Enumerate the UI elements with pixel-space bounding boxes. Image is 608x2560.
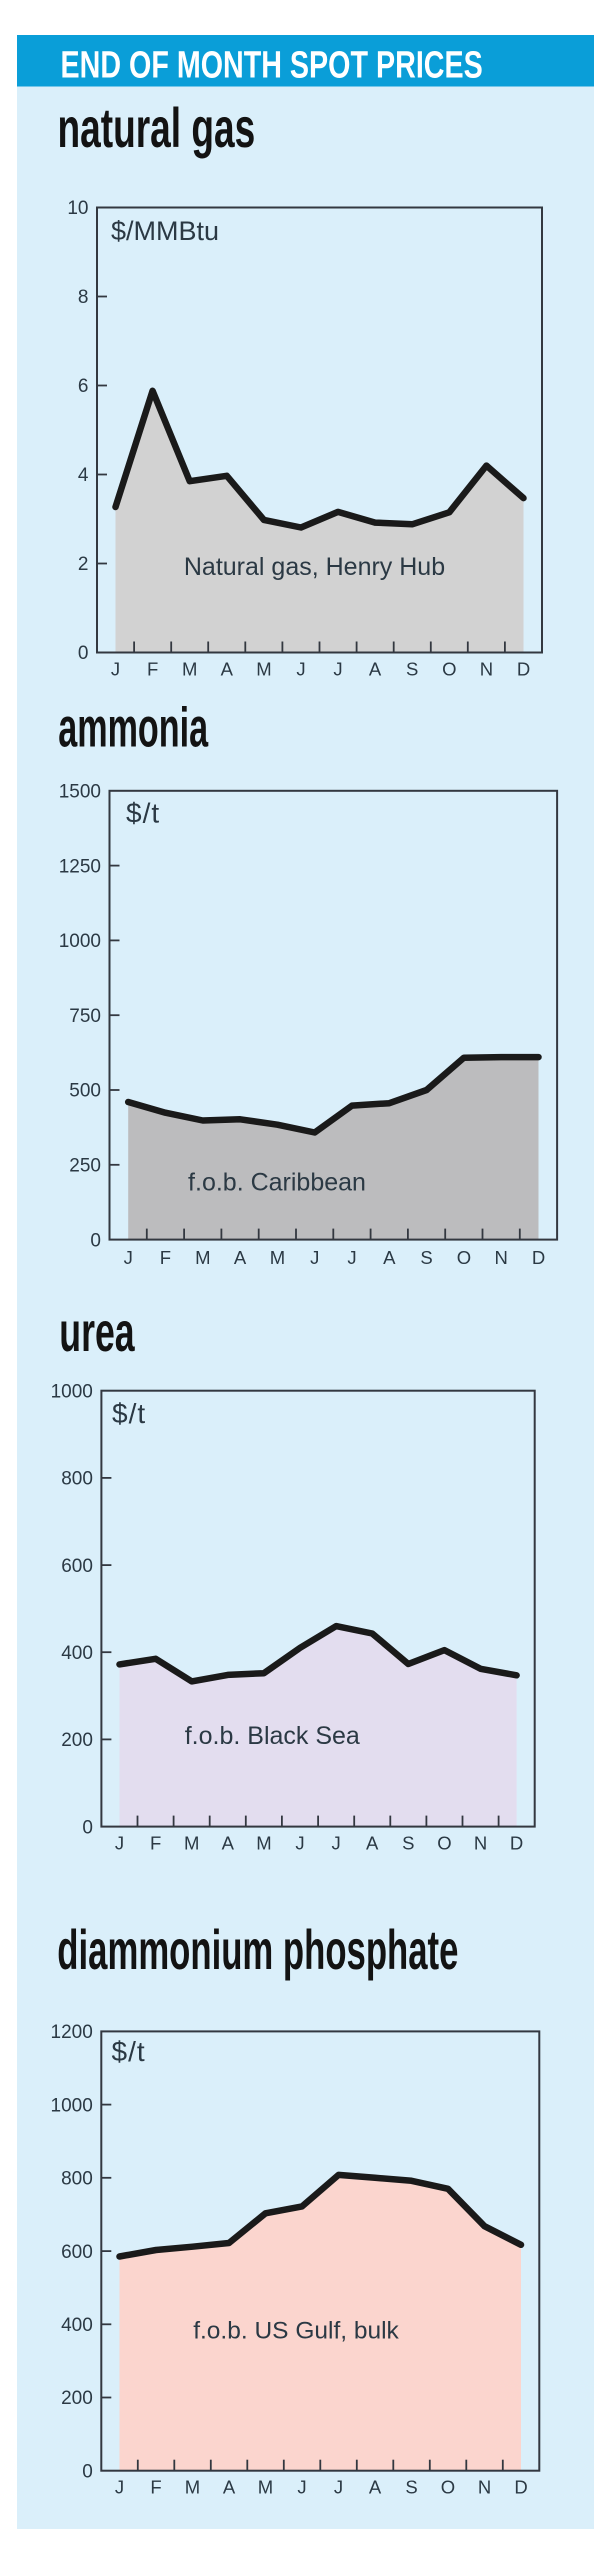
svg-text:O: O — [437, 1833, 451, 1854]
svg-text:200: 200 — [61, 1730, 93, 1751]
svg-text:J: J — [310, 1247, 319, 1268]
svg-text:J: J — [331, 1833, 340, 1854]
svg-text:J: J — [111, 659, 120, 680]
svg-text:J: J — [295, 1833, 304, 1854]
svg-text:6: 6 — [78, 376, 89, 397]
svg-text:500: 500 — [69, 1081, 101, 1102]
svg-text:N: N — [495, 1247, 508, 1268]
svg-text:S: S — [405, 2477, 417, 2498]
svg-text:F: F — [150, 2477, 161, 2498]
svg-text:J: J — [334, 2477, 343, 2498]
svg-text:10: 10 — [67, 198, 88, 219]
svg-text:J: J — [124, 1247, 133, 1268]
svg-text:1000: 1000 — [51, 2095, 93, 2116]
svg-text:M: M — [195, 1247, 210, 1268]
svg-text:F: F — [150, 1833, 161, 1854]
svg-text:M: M — [270, 1247, 285, 1268]
svg-text:800: 800 — [61, 1469, 93, 1490]
svg-text:J: J — [115, 1833, 124, 1854]
svg-text:A: A — [383, 1247, 396, 1268]
svg-text:Natural gas, Henry Hub: Natural gas, Henry Hub — [184, 553, 445, 581]
svg-text:f.o.b. Caribbean: f.o.b. Caribbean — [188, 1169, 366, 1197]
svg-text:D: D — [514, 2477, 527, 2498]
svg-text:0: 0 — [90, 1230, 101, 1251]
svg-text:0: 0 — [82, 1817, 93, 1838]
svg-text:250: 250 — [69, 1156, 101, 1177]
svg-text:D: D — [532, 1247, 545, 1268]
svg-text:1500: 1500 — [59, 782, 101, 803]
svg-text:600: 600 — [61, 2242, 93, 2263]
svg-text:urea: urea — [59, 1301, 135, 1363]
svg-text:J: J — [347, 1247, 356, 1268]
svg-text:N: N — [478, 2477, 491, 2498]
svg-text:S: S — [402, 1833, 414, 1854]
svg-text:J: J — [115, 2477, 124, 2498]
svg-text:750: 750 — [69, 1006, 101, 1027]
svg-text:A: A — [221, 659, 234, 680]
svg-text:D: D — [517, 659, 530, 680]
svg-text:0: 0 — [82, 2461, 93, 2482]
svg-text:0: 0 — [78, 643, 89, 664]
svg-text:M: M — [258, 2477, 273, 2498]
svg-text:A: A — [222, 1833, 235, 1854]
svg-text:natural gas: natural gas — [58, 97, 256, 159]
svg-text:O: O — [441, 2477, 455, 2498]
svg-text:diammonium phosphate: diammonium phosphate — [57, 1919, 458, 1982]
svg-text:200: 200 — [61, 2388, 93, 2409]
svg-text:D: D — [510, 1833, 523, 1854]
svg-text:O: O — [457, 1247, 471, 1268]
svg-text:$/t: $/t — [112, 1398, 146, 1429]
svg-text:2: 2 — [78, 554, 89, 575]
svg-text:1000: 1000 — [59, 931, 101, 952]
svg-text:$/MMBtu: $/MMBtu — [111, 216, 219, 246]
svg-text:S: S — [406, 659, 418, 680]
svg-text:M: M — [256, 1833, 271, 1854]
svg-text:F: F — [160, 1247, 171, 1268]
svg-text:A: A — [369, 659, 382, 680]
svg-text:F: F — [147, 659, 158, 680]
svg-text:1000: 1000 — [51, 1381, 93, 1402]
svg-text:J: J — [296, 659, 305, 680]
svg-text:800: 800 — [61, 2169, 93, 2190]
svg-text:J: J — [297, 2477, 306, 2498]
svg-text:O: O — [442, 659, 456, 680]
svg-text:N: N — [480, 659, 493, 680]
svg-text:A: A — [223, 2477, 236, 2498]
svg-text:$/t: $/t — [126, 798, 160, 829]
svg-text:600: 600 — [61, 1556, 93, 1577]
svg-text:M: M — [256, 659, 271, 680]
svg-text:M: M — [185, 2477, 200, 2498]
svg-text:f.o.b. US Gulf, bulk: f.o.b. US Gulf, bulk — [193, 2318, 399, 2345]
svg-text:A: A — [234, 1247, 247, 1268]
svg-text:A: A — [369, 2477, 382, 2498]
svg-text:A: A — [366, 1833, 379, 1854]
svg-text:400: 400 — [61, 1643, 93, 1664]
svg-text:ammonia: ammonia — [58, 696, 209, 759]
svg-text:400: 400 — [61, 2315, 93, 2336]
svg-text:8: 8 — [78, 287, 89, 308]
svg-text:M: M — [182, 659, 197, 680]
svg-text:4: 4 — [78, 465, 89, 486]
svg-text:1200: 1200 — [51, 2022, 93, 2043]
svg-text:END OF MONTH SPOT PRICES: END OF MONTH SPOT PRICES — [61, 45, 483, 87]
svg-text:J: J — [333, 659, 342, 680]
svg-text:S: S — [420, 1247, 432, 1268]
svg-text:M: M — [184, 1833, 199, 1854]
svg-text:f.o.b. Black Sea: f.o.b. Black Sea — [185, 1722, 360, 1750]
svg-text:1250: 1250 — [59, 856, 101, 877]
svg-text:N: N — [474, 1833, 487, 1854]
svg-text:$/t: $/t — [112, 2036, 146, 2067]
